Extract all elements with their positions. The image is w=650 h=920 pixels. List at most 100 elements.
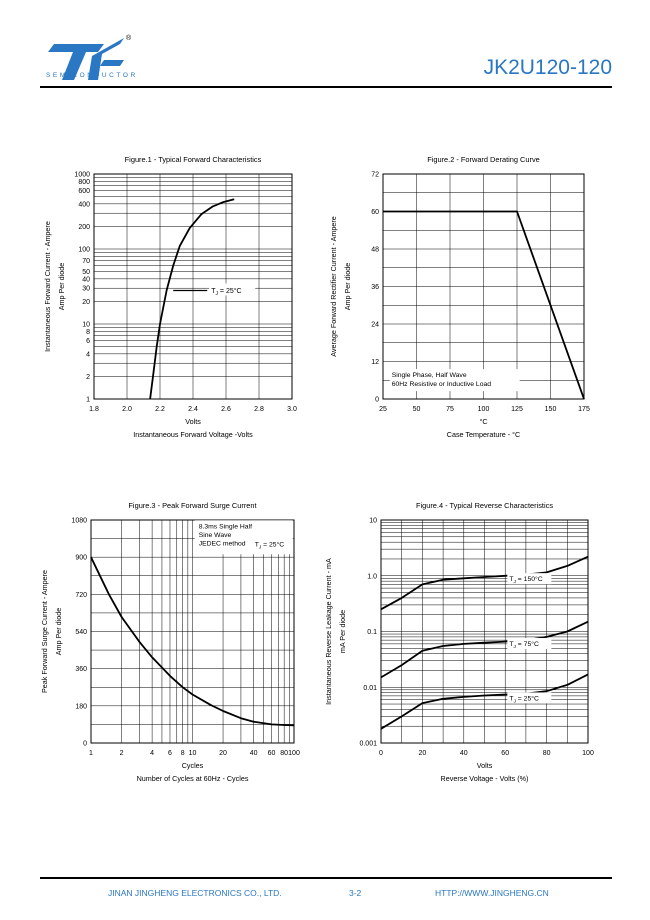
fig4-ytick-1: 0.01 (363, 685, 377, 692)
fig4-ytick-2: 0.1 (367, 629, 377, 636)
fig1-xtick-6: 3.0 (287, 406, 297, 413)
fig3-xtick-1: 2 (120, 750, 124, 757)
fig2-annotation-line-1: 60Hz Resistive or Inductive Load (392, 381, 492, 388)
fig3-xunits: Cycles (182, 761, 204, 770)
fig2-title: Figure.2 - Forward Derating Curve (427, 155, 540, 164)
fig2-xtick-4: 125 (511, 406, 523, 413)
fig4-series-label-2: TJ = 25°C (509, 694, 539, 704)
logo-subtitle: SEMICONDUCTOR (46, 72, 138, 79)
fig4-xtick-0: 0 (379, 750, 383, 757)
fig1-ylabel: Instantaneous Forward Current - Ampere (43, 221, 52, 352)
fig2-xtick-2: 75 (446, 406, 454, 413)
fig3-xtick-4: 8 (181, 750, 185, 757)
fig2-xtick-5: 150 (545, 406, 557, 413)
fig3-xtick-2: 4 (150, 750, 154, 757)
fig3-ytick-1: 180 (75, 703, 87, 710)
fig1-xtick-4: 2.6 (221, 406, 231, 413)
fig1-xunits: Volts (185, 417, 201, 426)
fig4-ylabel2: mA Per diode (338, 610, 347, 653)
fig4-series-label-1: TJ = 75°C (509, 640, 539, 650)
fig4-ylabel: Instantaneous Reverse Leakage Current - … (326, 558, 333, 705)
fig3-series-0 (90, 556, 295, 727)
fig1-ytick-4: 8 (86, 329, 90, 336)
fig4-xtick-5: 100 (582, 750, 594, 757)
fig3-annotation-temp: TJ = 25°C (255, 540, 285, 550)
fig4-series-label-bg-1 (507, 637, 552, 649)
fig1-ytick-3: 6 (86, 338, 90, 345)
fig3-ytick-0: 0 (83, 741, 87, 748)
fig2-ylabel: Average Forward Rectifier Current - Ampe… (329, 216, 338, 356)
fig1-ytick-8: 40 (82, 276, 90, 283)
fig1-xtick-2: 2.2 (155, 406, 165, 413)
fig1-frame (93, 173, 293, 400)
fig3-xtick-7: 40 (250, 750, 258, 757)
fig2-xlabel: Case Temperature - °C (447, 430, 520, 439)
fig3-xtick-6: 20 (219, 750, 227, 757)
fig1-ytick-16: 1000 (74, 172, 90, 179)
fig3-frame (90, 519, 295, 744)
fig4-xtick-2: 40 (460, 750, 468, 757)
fig1-xtick-3: 2.4 (188, 406, 198, 413)
fig4-xunits: Volts (477, 761, 493, 770)
fig2-ytick-1: 12 (371, 359, 379, 366)
fig3-ytick-4: 720 (75, 592, 87, 599)
fig4-title: Figure.4 - Typical Reverse Characteristi… (416, 501, 553, 510)
fig3-ytick-3: 540 (75, 629, 87, 636)
fig3-annotation-line-0: 8.3ms Single Half (199, 523, 252, 530)
fig4-series-label-bg-0 (507, 573, 552, 585)
figure-2-chart: Figure.2 - Forward Derating Curve 25 50 75 1… (326, 146, 610, 446)
fig2-xtick-0: 25 (379, 406, 387, 413)
fig3-ytick-5: 900 (75, 555, 87, 562)
fig4-xlabel: Reverse Voltage - Volts (%) (441, 774, 529, 783)
fig2-ytick-5: 60 (371, 209, 379, 216)
fig4-xtick-3: 60 (501, 750, 509, 757)
fig4-series-1 (380, 620, 589, 679)
fig1-ytick-5: 10 (82, 322, 90, 329)
figure-1-chart: Figure.1 - Typical Forward Characteristi… (36, 146, 316, 446)
fig1-ytick-13: 400 (78, 201, 90, 208)
fig1-xtick-0: 1.8 (89, 406, 99, 413)
fig3-ylabel: Peak Forward Surge Current - Ampere (40, 570, 49, 693)
fig1-ytick-6: 20 (82, 299, 90, 306)
fig3-xtick-10: 100 (288, 750, 300, 757)
fig4-xtick-1: 20 (419, 750, 427, 757)
fig4-frame (380, 519, 589, 744)
fig3-ylabel2: Amp Per diode (54, 608, 63, 656)
fig4-series-0 (380, 555, 589, 611)
logo-mark-bar (100, 60, 124, 66)
company-logo: ® (48, 34, 132, 80)
fig1-ytick-10: 70 (82, 258, 90, 265)
fig1-ytick-12: 200 (78, 224, 90, 231)
fig1-ytick-9: 50 (82, 269, 90, 276)
footer-page-number: 3-2 (349, 888, 362, 898)
header-rule (40, 86, 612, 88)
fig1-ytick-11: 100 (78, 247, 90, 254)
footer-url[interactable]: HTTP://WWW.JINGHENG.CN (435, 888, 549, 898)
fig4-series-label-bg-2 (507, 692, 552, 704)
fig4-series-label-0: TJ = 150°C (509, 575, 542, 585)
figure-4-chart: Figure.4 - Typical Reverse Characteristi… (326, 492, 610, 794)
fig1-ytick-1: 2 (86, 374, 90, 381)
footer-company: JINAN JINGHENG ELECTRONICS CO., LTD. (108, 888, 282, 898)
fig1-xlabel: Instantaneous Forward Voltage -Volts (133, 430, 253, 439)
fig1-xtick-1: 2.0 (122, 406, 132, 413)
fig3-ytick-6: 1080 (71, 518, 87, 525)
fig2-grid (382, 173, 585, 400)
fig1-ylabel2: Amp Per diode (57, 263, 66, 311)
fig3-annotation-line-2: JEDEC method (199, 540, 246, 547)
fig3-xtick-8: 60 (268, 750, 276, 757)
fig1-xtick-5: 2.8 (254, 406, 264, 413)
fig4-xtick-4: 80 (543, 750, 551, 757)
fig1-grid (93, 173, 293, 400)
fig3-xtick-5: 10 (189, 750, 197, 757)
fig2-ytick-2: 24 (371, 322, 379, 329)
fig1-annotation-bg (209, 283, 256, 296)
fig2-frame (382, 173, 585, 400)
fig1-annotation-label: TJ = 25°C (211, 287, 241, 297)
fig3-title: Figure.3 - Peak Forward Surge Current (128, 501, 256, 510)
fig2-xunits: °C (479, 417, 487, 426)
figure-3-chart: Figure.3 - Peak Forward Surge Current 1 2 4… (36, 492, 316, 794)
fig2-annotation-line-0: Single Phase, Half Wave (392, 372, 467, 379)
fig1-ytick-0: 1 (86, 397, 90, 404)
logo-mark-left (48, 44, 104, 80)
